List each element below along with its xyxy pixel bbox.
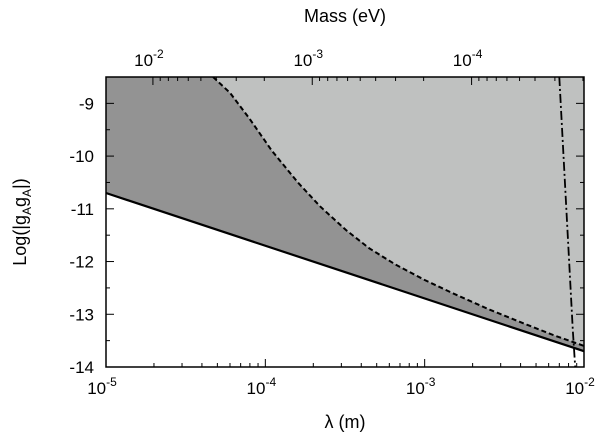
y-axis-title-sub-1: A bbox=[20, 207, 34, 215]
shaded-regions bbox=[106, 77, 584, 352]
constraint-lines bbox=[106, 77, 584, 367]
x-tick-exp: -4 bbox=[265, 375, 276, 389]
top-tick-base: 10 bbox=[453, 51, 472, 70]
x-tick-exp: -3 bbox=[425, 375, 436, 389]
top-tick-base: 10 bbox=[134, 51, 153, 70]
y-axis-title-sub-2: A bbox=[20, 189, 34, 197]
x-tick-base: 10 bbox=[247, 379, 266, 398]
top-tick-exp: -4 bbox=[472, 47, 483, 61]
x-axis-title: λ (m) bbox=[325, 412, 366, 432]
top-tick-label: 10-3 bbox=[293, 47, 323, 70]
top-tick-label: 10-4 bbox=[453, 47, 483, 70]
top-tick-exp: -3 bbox=[312, 47, 323, 61]
x-tick-label: 10-2 bbox=[565, 375, 595, 398]
series-line-dashed bbox=[212, 77, 584, 347]
y-tick-label: -9 bbox=[79, 94, 94, 113]
y-tick-label: -12 bbox=[69, 253, 94, 272]
y-axis-title-part-2: g bbox=[10, 197, 30, 207]
x-tick-exp: -2 bbox=[584, 375, 595, 389]
y-tick-label: -11 bbox=[71, 200, 94, 219]
y-tick-label: -14 bbox=[69, 358, 94, 377]
top-tick-label: 10-2 bbox=[134, 47, 164, 70]
y-axis-title: Log(|gAgA|) bbox=[10, 178, 34, 265]
y-axis-title-part-3: |) bbox=[10, 178, 30, 189]
top-axis-title: Mass (eV) bbox=[304, 6, 386, 26]
y-tick-label: -10 bbox=[69, 147, 94, 166]
x-tick-exp: -5 bbox=[106, 375, 117, 389]
tick-labels: 10-5 10-4 10-3 10-210-2 10-3 10-4-9-10-11-12-… bbox=[69, 47, 595, 398]
y-tick-label: -13 bbox=[69, 305, 94, 324]
series-line-dashdot bbox=[558, 77, 577, 367]
x-tick-label: 10-3 bbox=[406, 375, 436, 398]
x-tick-base: 10 bbox=[565, 379, 584, 398]
x-tick-base: 10 bbox=[87, 379, 106, 398]
excluded-region-light bbox=[213, 77, 584, 346]
series-line-solid bbox=[106, 191, 584, 353]
plot-frame bbox=[105, 76, 585, 368]
x-tick-label: 10-4 bbox=[247, 375, 277, 398]
top-tick-exp: -2 bbox=[153, 47, 164, 61]
y-axis-title-part-1: Log(|g bbox=[10, 215, 30, 266]
x-tick-label: 10-5 bbox=[87, 375, 117, 398]
x-tick-base: 10 bbox=[406, 379, 425, 398]
top-tick-base: 10 bbox=[293, 51, 312, 70]
